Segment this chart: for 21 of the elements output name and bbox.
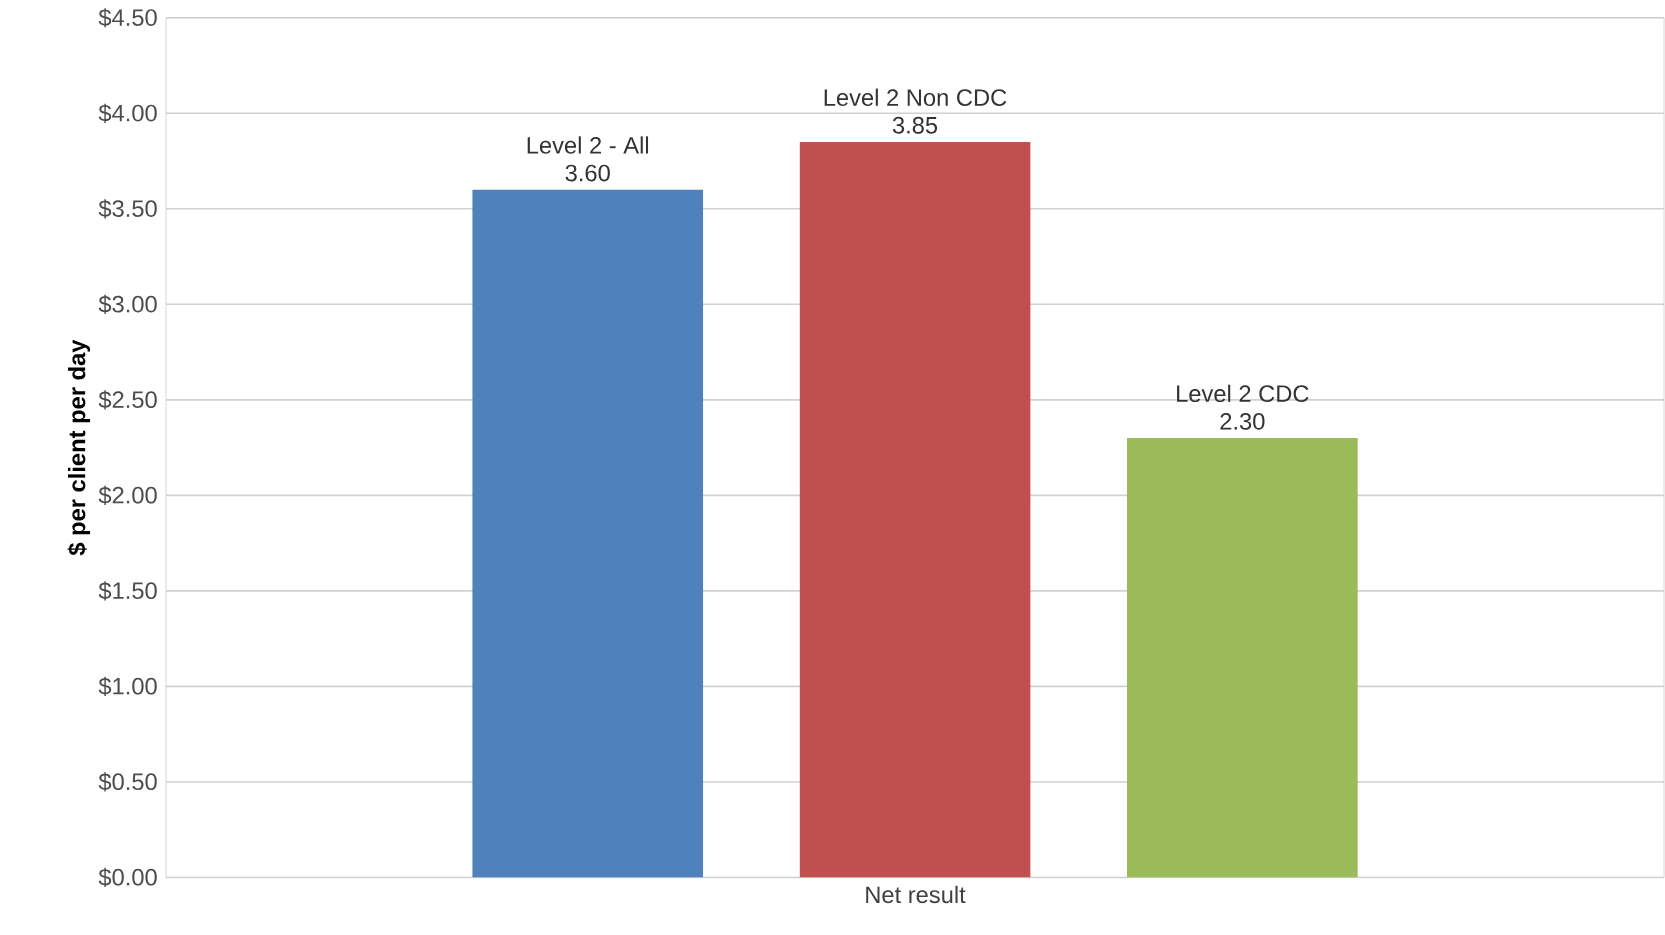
bar — [799, 142, 1031, 878]
y-tick-label: $3.00 — [98, 294, 157, 315]
series-label: Level 2 Non CDC — [824, 88, 1007, 107]
data-label: 3.85 — [892, 116, 938, 134]
series-label: Level 2 CDC — [1177, 384, 1309, 403]
data-label: 2.30 — [1220, 413, 1265, 430]
y-axis-title: $ per client per day — [67, 339, 91, 556]
y-tick-label: $0.50 — [98, 772, 157, 792]
series-label: Level 2 - All — [527, 136, 649, 154]
data-label: 3.60 — [565, 164, 610, 182]
y-tick-label: $0.00 — [98, 867, 157, 888]
y-tick-label: $3.50 — [98, 199, 157, 219]
bar — [1126, 438, 1358, 878]
y-tick-label: $1.00 — [98, 676, 157, 697]
y-tick-label: $2.00 — [98, 485, 157, 506]
y-tick-label: $1.50 — [98, 581, 157, 601]
x-tick-label: Net result — [866, 885, 966, 904]
y-tick-label: $4.50 — [98, 8, 157, 28]
bar — [472, 189, 704, 878]
y-tick-label: $2.50 — [98, 390, 157, 410]
y-tick-label: $4.00 — [98, 103, 157, 123]
